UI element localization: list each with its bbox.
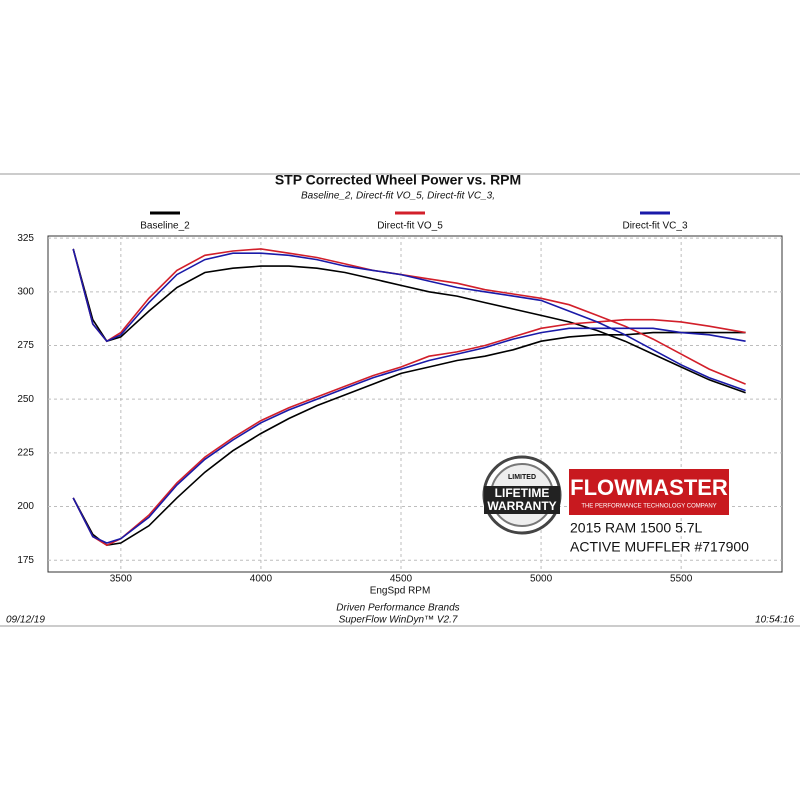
legend-label: Baseline_2 (140, 221, 190, 232)
x-tick-label: 3500 (110, 574, 133, 585)
y-tick-label: 250 (17, 394, 34, 405)
x-tick-label: 5500 (670, 574, 693, 585)
chart-title: STP Corrected Wheel Power vs. RPM (275, 172, 521, 188)
data-line (72, 248, 746, 392)
badge-line2: WARRANTY (487, 499, 556, 513)
footer-date: 09/12/19 (6, 615, 45, 626)
warranty-badge: LIMITED LIFETIME WARRANTY (482, 455, 562, 535)
data-line (72, 327, 746, 544)
data-line (72, 248, 746, 394)
logo: FLOWMASTER THE PERFORMANCE TECHNOLOGY CO… (569, 469, 749, 555)
plot: 175 200 225 250 275 300 325 3500 4000 4500 5000 550… (17, 233, 782, 585)
logo-line2: ACTIVE MUFFLER #717900 (570, 539, 749, 555)
badge-line1: LIFETIME (495, 486, 550, 500)
footer-software: SuperFlow WinDyn™ V2.7 (339, 615, 458, 626)
chart-subtitle: Baseline_2, Direct-fit VO_5, Direct-fit … (301, 191, 495, 202)
x-tick-label: 5000 (530, 574, 553, 585)
badge-band (484, 486, 560, 514)
y-tick-label: 275 (17, 340, 34, 351)
data-line (72, 331, 746, 547)
legend-label: Direct-fit VC_3 (622, 221, 687, 232)
logo-box (569, 469, 729, 515)
x-tick-label: 4500 (390, 574, 413, 585)
data-line (72, 318, 746, 547)
logo-tagline: THE PERFORMANCE TECHNOLOGY COMPANY (581, 504, 716, 510)
x-axis-label: EngSpd RPM (370, 586, 431, 597)
plot-frame (47, 235, 783, 573)
footer-time: 10:54:16 (755, 615, 794, 626)
logo-line1: 2015 RAM 1500 5.7L (570, 520, 703, 536)
x-tick-label: 4000 (250, 574, 273, 585)
y-tick-label: 300 (17, 286, 34, 297)
legend-label: Direct-fit VO_5 (377, 221, 443, 232)
y-tick-label: 325 (17, 233, 34, 244)
y-tick-label: 225 (17, 447, 34, 458)
logo-brand: FLOWMASTER (570, 475, 728, 500)
y-tick-label: 200 (17, 501, 34, 512)
y-tick-label: 175 (17, 555, 34, 566)
footer-company: Driven Performance Brands (336, 603, 459, 614)
badge-top: LIMITED (508, 474, 536, 481)
